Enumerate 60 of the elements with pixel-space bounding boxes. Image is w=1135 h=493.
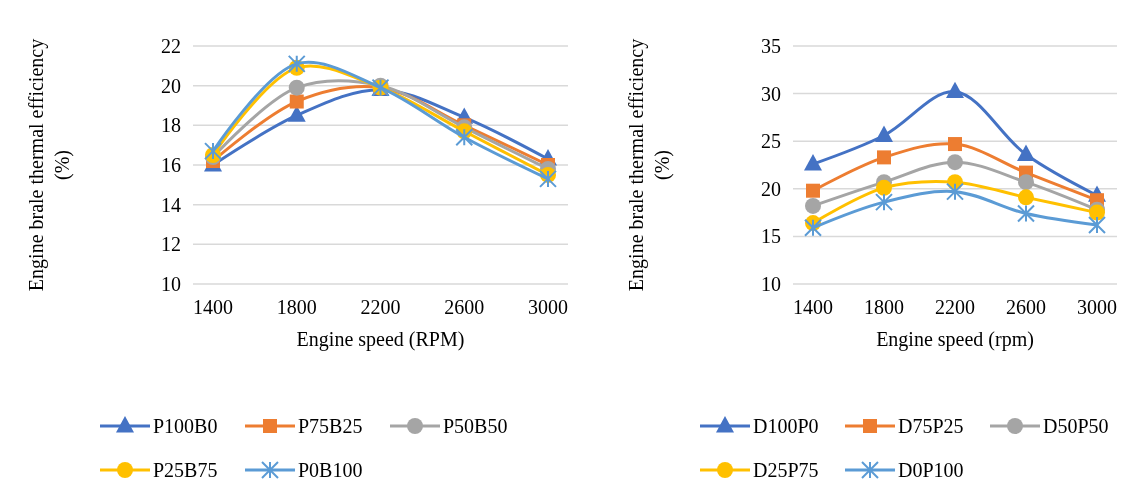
point [947, 154, 963, 171]
point [289, 94, 304, 109]
x-tick-label: 3000 [528, 296, 568, 318]
legend-label: D0P100 [898, 459, 964, 481]
x-tick-label: 1800 [864, 296, 904, 318]
x-tick-label: 2200 [935, 296, 975, 318]
y-tick-label: 10 [761, 273, 781, 295]
y-tick-label: 14 [161, 193, 181, 216]
y-tick-label: 20 [161, 74, 181, 97]
y-tick-label: 15 [761, 225, 781, 248]
point [946, 182, 964, 201]
point [288, 79, 305, 96]
legend-label: P0B100 [298, 459, 363, 481]
x-tick-label: 1400 [193, 296, 233, 318]
point [946, 81, 964, 99]
legend-label: P100B0 [153, 415, 218, 437]
point [539, 169, 557, 188]
legend-label: P50B50 [443, 415, 508, 437]
point [804, 154, 822, 171]
point [806, 183, 820, 198]
y-tick-label: 20 [761, 177, 781, 200]
legend-label: P75B25 [298, 415, 363, 437]
point [1017, 144, 1035, 161]
x-tick-label: 3000 [1077, 296, 1117, 318]
point [876, 179, 892, 196]
point [204, 142, 222, 161]
x-tick-label: 1400 [793, 296, 833, 318]
point [948, 137, 962, 152]
legend-label: D75P25 [898, 415, 964, 437]
x-tick-label: 1800 [276, 296, 317, 318]
x-tick-label: 2600 [444, 296, 485, 318]
y-tick-label: 22 [161, 35, 181, 57]
point [1018, 189, 1034, 206]
legend-label: P25B75 [153, 459, 218, 481]
y-axis-title: Engine brale thermal efficiency (%) [625, 38, 674, 292]
point [1018, 174, 1034, 191]
y-tick-label: 16 [161, 154, 181, 176]
y-tick-label: 30 [761, 82, 781, 105]
y-tick-label: 35 [761, 35, 781, 57]
y-axis-title: Engine brale thermal efficiency (%) [25, 38, 74, 292]
y-tick-label: 25 [761, 130, 781, 153]
x-tick-label: 2200 [360, 296, 401, 318]
y-tick-label: 12 [161, 233, 181, 256]
legend-label: D50P50 [1043, 415, 1109, 437]
point [1017, 204, 1035, 223]
point [804, 218, 822, 237]
point [805, 197, 821, 214]
x-tick-label: 2600 [1006, 296, 1046, 318]
point [287, 54, 306, 73]
point [875, 125, 893, 142]
legend-label: D25P75 [753, 459, 819, 481]
point [875, 193, 893, 212]
x-axis-title: Engine speed (rpm) [876, 328, 1034, 351]
x-axis-title: Engine speed (RPM) [296, 328, 465, 351]
y-tick-label: 10 [161, 273, 181, 295]
legend-label: D100P0 [753, 415, 819, 437]
point [1088, 215, 1106, 234]
y-tick-label: 18 [161, 114, 181, 137]
point [877, 150, 891, 165]
point [455, 128, 474, 147]
